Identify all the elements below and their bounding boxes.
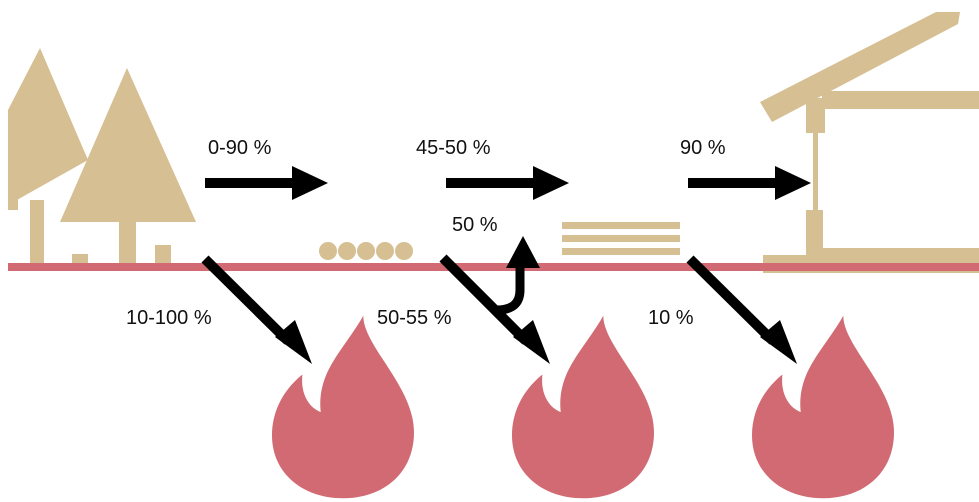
tree-stump (155, 245, 171, 266)
label-logs-to-fire: 50-55 % (377, 307, 452, 329)
arrow-forest-to-logs (205, 166, 328, 200)
label-reuse: 50 % (452, 214, 498, 236)
lumber-stack-icon (562, 222, 680, 255)
arrow-lumber-to-fire (686, 255, 797, 364)
log-pile-icon (319, 242, 413, 260)
ground-line (8, 263, 979, 271)
tree-icon (8, 48, 88, 268)
arrow-forest-to-fire (201, 255, 312, 364)
arrow-lumber-to-building (688, 166, 811, 200)
label-lumber-to-fire: 10 % (648, 307, 694, 329)
arrow-reuse (496, 236, 540, 315)
label-forest-to-logs: 0-90 % (208, 137, 272, 159)
label-lumber-to-building: 90 % (680, 137, 726, 159)
arrow-logs-to-fire (439, 254, 550, 364)
label-logs-to-lumber: 45-50 % (416, 137, 491, 159)
label-forest-to-fire: 10-100 % (126, 307, 212, 329)
tree-icon (60, 68, 196, 268)
arrow-logs-to-lumber (446, 166, 569, 200)
house-frame-icon (760, 12, 979, 273)
